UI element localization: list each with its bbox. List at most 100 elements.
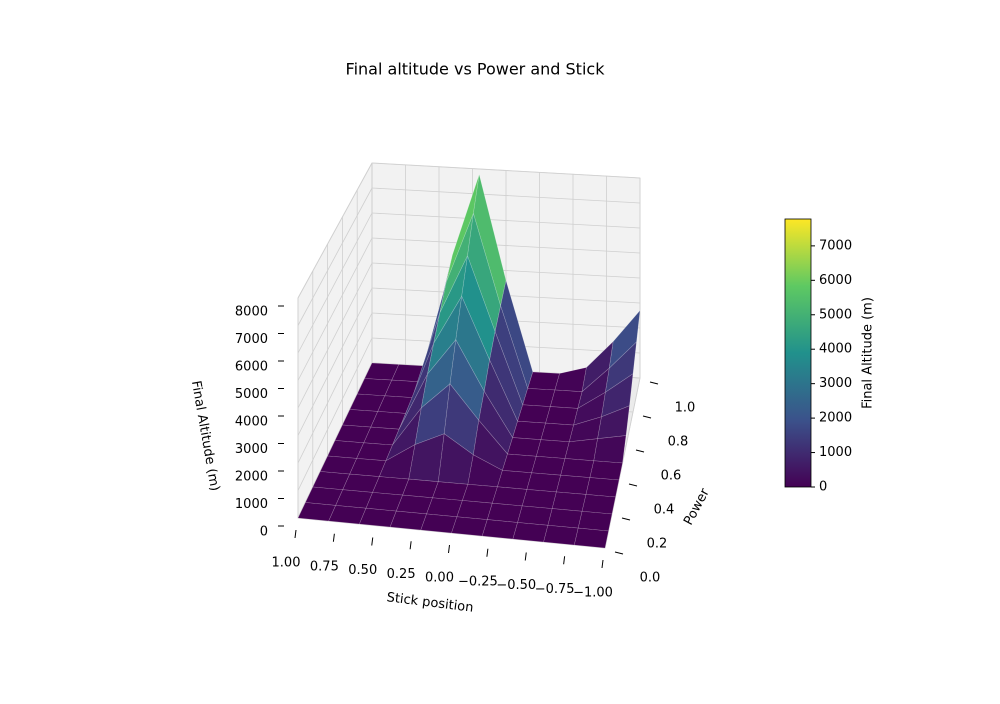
surface-cell <box>512 522 549 543</box>
x-tick <box>486 548 489 557</box>
y-axis-label: Power <box>681 486 713 528</box>
y-tick <box>649 381 659 385</box>
surface-cell <box>531 455 566 476</box>
surface-cell <box>581 494 616 515</box>
grid-line <box>297 312 373 464</box>
x-tick-label: −0.25 <box>458 574 498 589</box>
y-tick <box>614 551 624 555</box>
grid-line <box>297 287 373 436</box>
surface-cell <box>402 478 439 499</box>
surface-cell <box>297 502 337 522</box>
grid-line <box>297 337 373 491</box>
surface-cell <box>543 524 579 546</box>
y-tick <box>628 483 638 487</box>
surface-cell <box>564 438 598 462</box>
z-tick-label: 5000 <box>235 387 268 402</box>
surface-cell <box>327 440 365 459</box>
surface-cell <box>540 422 574 443</box>
surface-cell <box>358 507 397 528</box>
surface-cell <box>608 309 641 369</box>
surface-cell <box>517 505 553 526</box>
surface-cell <box>461 483 498 504</box>
x-tick-label: 1.00 <box>272 556 301 571</box>
colorbar-tick-label: 4000 <box>819 342 852 357</box>
x-tick-label: 0.00 <box>425 571 454 586</box>
colorbar-tick-label: 0 <box>819 480 827 495</box>
z-tick-label: 3000 <box>235 442 268 457</box>
x-tick <box>524 552 527 561</box>
y-tick <box>642 415 652 419</box>
x-tick <box>332 533 335 542</box>
surface-cell <box>356 442 393 462</box>
surface-cell <box>527 371 560 391</box>
surface-cell <box>526 472 562 493</box>
x-tick-label: 0.75 <box>310 559 339 574</box>
surface-cell <box>389 510 428 531</box>
colorbar-label: Final Altitude (m) <box>861 297 876 409</box>
chart-title: Final altitude vs Power and Stick <box>346 60 606 79</box>
surface-cell <box>432 481 469 501</box>
surface-cell <box>547 508 583 529</box>
surface-cell <box>342 473 380 493</box>
y-tick <box>621 517 631 521</box>
surface-cell <box>551 491 587 512</box>
grid-line <box>297 237 373 381</box>
grid-line <box>297 212 373 354</box>
surface-cell <box>549 389 583 409</box>
surface-cell <box>467 213 501 333</box>
z-tick-label: 6000 <box>235 360 268 375</box>
surface-cell <box>521 489 557 509</box>
colorbar-tick-label: 1000 <box>819 445 852 460</box>
surface-cell <box>328 505 367 525</box>
colorbar-tick-label: 5000 <box>819 307 852 322</box>
surface-cell <box>502 453 537 474</box>
surface-cell <box>426 497 463 518</box>
y-tick-label: 0.6 <box>661 469 682 484</box>
surface-cell <box>349 393 386 412</box>
grid-line <box>297 187 373 326</box>
surface-cell <box>334 424 372 444</box>
surface-cell <box>556 474 591 495</box>
surface-cell <box>512 420 546 441</box>
colorbar-tick-label: 3000 <box>819 376 852 391</box>
z-tick-label: 1000 <box>235 497 268 512</box>
surface-cell <box>535 439 570 459</box>
surface-cell <box>445 174 480 283</box>
y-tick-label: 1.0 <box>675 401 696 416</box>
x-tick-label: −1.00 <box>573 586 613 601</box>
surface-cell <box>449 338 485 422</box>
y-tick-label: 0.8 <box>668 435 689 450</box>
x-tick-label: 0.50 <box>348 563 377 578</box>
x-tick <box>371 537 374 546</box>
surface-cell <box>560 458 595 478</box>
surface-cell <box>319 455 358 475</box>
surface-cell <box>456 500 493 520</box>
colorbar-tick-label: 7000 <box>819 238 852 253</box>
surface-cell <box>522 388 556 407</box>
x-tick-label: −0.75 <box>535 582 575 597</box>
x-tick-label: 0.25 <box>387 567 416 582</box>
surface-cell <box>312 471 351 491</box>
surface-cell <box>573 527 609 549</box>
surface-cell <box>363 426 400 446</box>
x-tick <box>448 544 450 554</box>
y-tick-label: 0.0 <box>640 571 661 586</box>
surface-cell <box>451 516 488 537</box>
surface-cell <box>364 362 400 381</box>
x-axis-label: Stick position <box>386 590 474 616</box>
y-tick <box>635 449 645 453</box>
grid-line <box>297 162 373 299</box>
surface-cell <box>491 486 528 507</box>
surface-cell <box>395 494 433 515</box>
colorbar-tick-label: 2000 <box>819 411 852 426</box>
y-tick-label: 0.4 <box>654 503 675 518</box>
surface-cell <box>420 513 458 534</box>
z-tick-label: 7000 <box>235 332 268 347</box>
surface-cell <box>589 460 623 481</box>
surface-cell <box>494 304 529 406</box>
z-axis-label: Final Altitude (m) <box>188 380 222 493</box>
surface-cell <box>577 510 613 532</box>
surface-cell <box>497 470 532 490</box>
surface-cell <box>593 435 627 464</box>
